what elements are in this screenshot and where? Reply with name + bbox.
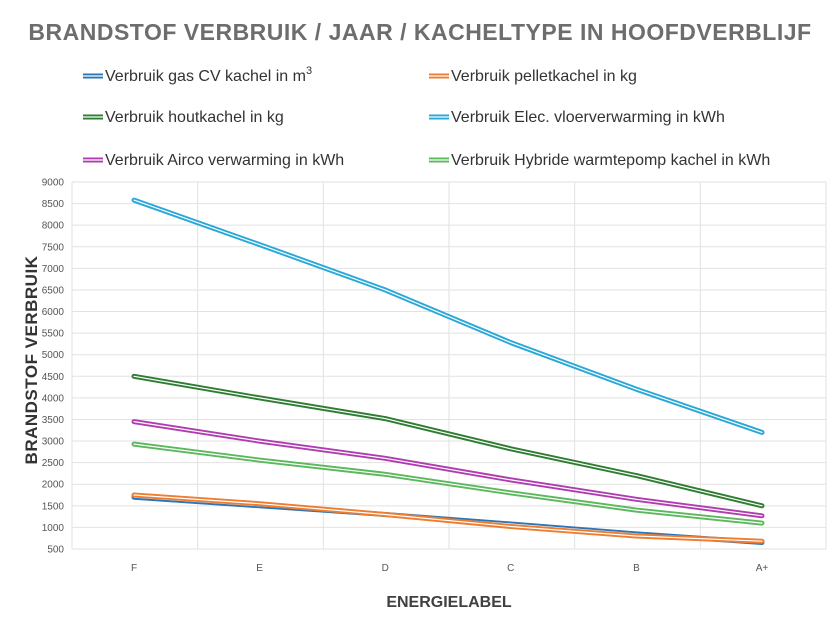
- series-line-highlight: [133, 199, 763, 433]
- legend-item: Verbruik Airco verwarming in kWh: [83, 152, 344, 169]
- legend-item: Verbruik Elec. vloerverwarming in kWh: [429, 109, 725, 126]
- series-line: [131, 492, 765, 544]
- legend-item: Verbruik Hybride warmtepomp kachel in kW…: [429, 152, 770, 169]
- series-line-highlight: [133, 375, 763, 507]
- legend-label: Verbruik gas CV kachel in m3: [105, 65, 312, 85]
- series-line-highlight: [133, 443, 763, 524]
- series-line: [131, 441, 765, 526]
- legend-label-text: Verbruik Elec. vloerverwarming in kWh: [451, 109, 725, 126]
- legend-label: Verbruik Airco verwarming in kWh: [105, 152, 344, 169]
- y-tick-label: 4000: [42, 393, 65, 404]
- legend-label-text: Verbruik Airco verwarming in kWh: [105, 152, 344, 169]
- y-axis-title: BRANDSTOF VERBRUIK: [22, 255, 41, 464]
- y-tick-label: 4500: [42, 372, 65, 383]
- y-tick-label: 6500: [42, 285, 65, 296]
- x-tick-label: E: [256, 563, 263, 574]
- legend-label: Verbruik Elec. vloerverwarming in kWh: [451, 109, 725, 126]
- y-tick-label: 2500: [42, 458, 65, 469]
- x-tick-label: C: [507, 563, 514, 574]
- y-axis-ticks: 500 1000 1500 2000 2500 3000 3500 4000 4500 5000 5…: [42, 178, 65, 556]
- y-tick-label: 5000: [42, 350, 65, 361]
- legend-label-superscript: 3: [306, 65, 312, 77]
- legend-label-text: Verbruik houtkachel in kg: [105, 109, 284, 126]
- x-tick-label: D: [382, 563, 389, 574]
- y-tick-label: 5500: [42, 329, 65, 340]
- legend-item: Verbruik houtkachel in kg: [83, 109, 284, 126]
- y-tick-label: 7000: [42, 264, 65, 275]
- legend-label: Verbruik pelletkachel in kg: [451, 68, 637, 85]
- x-tick-label: F: [131, 563, 137, 574]
- y-tick-label: 500: [47, 545, 64, 556]
- y-tick-label: 8500: [42, 199, 65, 210]
- legend-label-text: Verbruik Hybride warmtepomp kachel in kW…: [451, 152, 770, 169]
- x-tick-label: B: [633, 563, 640, 574]
- y-tick-label: 1000: [42, 523, 65, 534]
- legend: Verbruik gas CV kachel in m3 Verbruik pel…: [83, 65, 770, 169]
- legend-label-text: Verbruik pelletkachel in kg: [451, 68, 637, 85]
- legend-label: Verbruik Hybride warmtepomp kachel in kW…: [451, 152, 770, 169]
- series-line: [131, 373, 765, 509]
- y-tick-label: 6000: [42, 307, 65, 318]
- gridlines: [71, 181, 827, 550]
- chart-title: BRANDSTOF VERBRUIK / JAAR / KACHELTYPE I…: [28, 19, 811, 45]
- y-tick-label: 2000: [42, 480, 65, 491]
- series-line: [131, 419, 765, 519]
- x-axis-title: ENERGIELABEL: [386, 594, 512, 611]
- y-tick-label: 3000: [42, 437, 65, 448]
- x-axis-ticks: F E D C B A+: [131, 563, 768, 574]
- series-line-highlight: [133, 494, 763, 542]
- legend-item: Verbruik pelletkachel in kg: [429, 68, 637, 85]
- y-tick-label: 3500: [42, 415, 65, 426]
- y-tick-label: 1500: [42, 501, 65, 512]
- y-tick-label: 9000: [42, 178, 65, 189]
- y-tick-label: 7500: [42, 242, 65, 253]
- series-lines: [131, 197, 765, 545]
- legend-item: Verbruik gas CV kachel in m3: [83, 65, 312, 85]
- series-line-highlight: [133, 421, 763, 517]
- x-tick-label: A+: [756, 563, 769, 574]
- legend-label: Verbruik houtkachel in kg: [105, 109, 284, 126]
- series-line: [131, 197, 765, 435]
- legend-label-text: Verbruik gas CV kachel in m: [105, 68, 306, 85]
- y-tick-label: 8000: [42, 221, 65, 232]
